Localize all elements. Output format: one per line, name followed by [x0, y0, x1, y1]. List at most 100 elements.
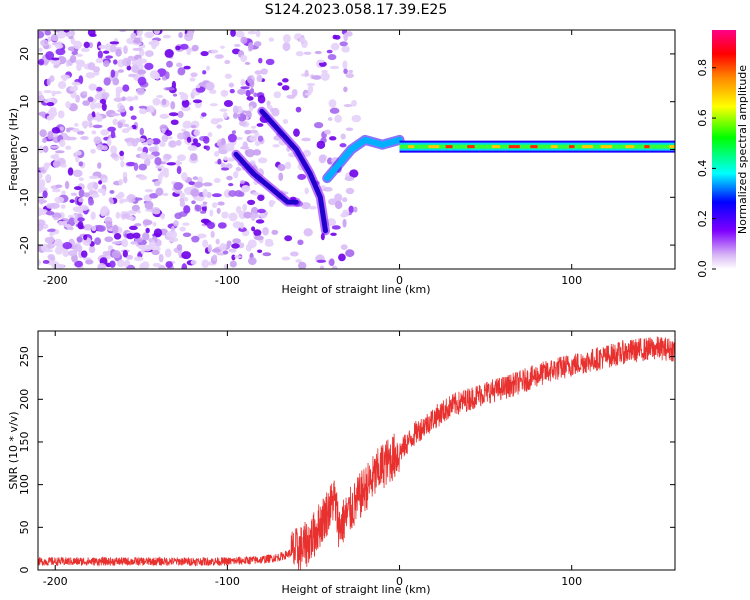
noise-blob	[180, 43, 189, 50]
noise-blob	[107, 126, 116, 132]
noise-blob	[74, 260, 84, 268]
noise-blob	[54, 150, 65, 154]
noise-blob	[105, 55, 113, 59]
noise-blob	[113, 97, 123, 102]
noise-blob	[323, 187, 333, 192]
noise-blob	[216, 124, 222, 129]
noise-blob	[226, 240, 232, 247]
noise-blob	[80, 136, 89, 141]
noise-blob	[151, 249, 160, 256]
noise-blob	[268, 200, 276, 205]
noise-blob	[213, 177, 221, 183]
noise-blob	[87, 114, 93, 123]
noise-blob	[175, 139, 182, 146]
noise-blob	[122, 84, 130, 92]
noise-blob	[110, 69, 116, 78]
noise-blob	[225, 163, 233, 169]
noise-blob	[88, 83, 98, 91]
noise-blob	[249, 79, 255, 89]
noise-blob	[265, 58, 275, 66]
noise-blob	[249, 87, 255, 95]
snr-x-label: Height of straight line (km)	[281, 583, 430, 596]
noise-blob	[152, 262, 161, 268]
noise-blob	[57, 110, 65, 119]
noise-blob	[240, 180, 245, 184]
noise-blob	[71, 51, 78, 56]
noise-blob	[319, 265, 325, 269]
noise-blob	[165, 261, 173, 269]
spectrogram-x-tick-label: -100	[215, 274, 240, 287]
noise-blob	[181, 251, 192, 260]
noise-blob	[149, 192, 159, 199]
noise-blob	[83, 41, 90, 49]
noise-blob	[68, 103, 78, 112]
noise-blob	[224, 59, 231, 65]
noise-blob	[182, 222, 190, 226]
noise-blob	[278, 172, 284, 182]
noise-blob	[202, 188, 208, 198]
noise-blob	[207, 244, 212, 253]
noise-blob	[65, 101, 71, 109]
snr-series-line	[38, 336, 675, 570]
noise-blob	[80, 47, 90, 53]
noise-blob	[205, 65, 211, 71]
noise-blob	[220, 137, 226, 145]
noise-blob	[73, 40, 83, 50]
spectrogram-x-label: Height of straight line (km)	[281, 283, 430, 296]
noise-blob	[211, 49, 219, 54]
noise-blob	[92, 124, 103, 129]
noise-blob	[257, 194, 265, 201]
spectrogram-y-tick-label: 0	[18, 146, 31, 153]
noise-blob	[334, 114, 343, 123]
noise-blob	[144, 62, 154, 70]
noise-blob	[102, 250, 111, 256]
noise-blob	[205, 145, 211, 151]
noise-blob	[186, 46, 192, 56]
noise-blob	[339, 41, 348, 47]
noise-blob	[122, 249, 128, 258]
noise-blob	[123, 45, 128, 54]
noise-blob	[148, 240, 156, 249]
noise-blob	[131, 204, 140, 212]
noise-blob	[78, 197, 84, 203]
noise-blob	[94, 102, 103, 109]
noise-blob	[186, 136, 192, 143]
noise-blob	[329, 107, 340, 114]
noise-blob	[134, 223, 142, 227]
noise-blob	[342, 60, 348, 70]
noise-blob	[306, 82, 316, 87]
noise-blob	[186, 30, 194, 38]
noise-blob	[136, 210, 141, 214]
noise-blob	[138, 163, 147, 171]
noise-blob	[115, 90, 121, 99]
noise-blob	[69, 86, 78, 92]
noise-blob	[45, 51, 55, 61]
noise-blob	[144, 188, 154, 193]
noise-blob	[351, 99, 357, 107]
noise-blob	[181, 263, 188, 269]
noise-blob	[212, 254, 218, 261]
noise-blob	[223, 112, 228, 119]
noise-blob	[163, 169, 170, 178]
noise-blob	[42, 190, 48, 199]
noise-blob	[118, 69, 124, 73]
noise-blob	[330, 42, 340, 51]
noise-blob	[215, 238, 220, 245]
noise-blob	[110, 112, 121, 117]
noise-blob	[42, 145, 49, 153]
noise-blob	[192, 176, 199, 181]
noise-blob	[164, 48, 174, 58]
noise-blob	[132, 47, 143, 52]
noise-blob	[109, 260, 116, 268]
noise-blob	[240, 78, 246, 86]
noise-blob	[256, 123, 264, 127]
noise-blob	[117, 192, 125, 198]
noise-blob	[179, 192, 186, 199]
noise-blob	[38, 209, 49, 216]
noise-blob	[327, 53, 337, 61]
noise-blob	[216, 207, 221, 214]
noise-blob	[168, 112, 179, 117]
noise-blob	[72, 127, 80, 133]
